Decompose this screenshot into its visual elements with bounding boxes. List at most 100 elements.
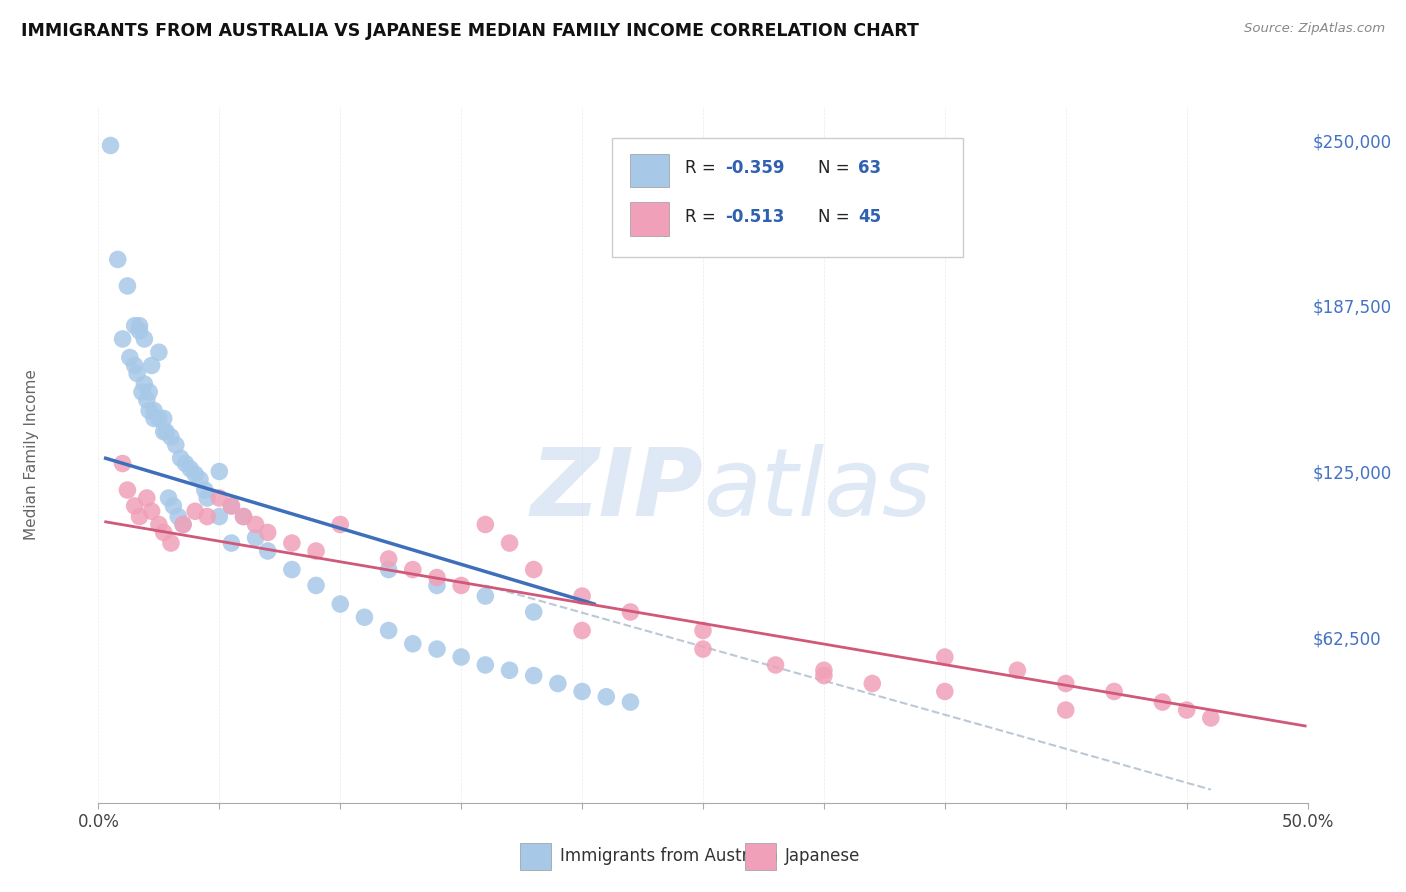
Point — [402, 637, 425, 651]
Point — [128, 509, 150, 524]
Point — [619, 605, 641, 619]
Point — [174, 457, 197, 471]
Point — [426, 642, 449, 657]
Point — [813, 668, 835, 682]
Text: ZIP: ZIP — [530, 443, 703, 536]
Point — [426, 578, 449, 592]
Point — [450, 578, 472, 592]
Point — [107, 252, 129, 267]
Text: N =: N = — [818, 208, 855, 226]
Point — [143, 403, 166, 417]
Point — [353, 610, 375, 624]
Point — [111, 457, 134, 471]
Point — [152, 411, 174, 425]
Text: Median Family Income: Median Family Income — [24, 369, 39, 541]
Point — [184, 467, 207, 482]
Point — [860, 676, 883, 690]
Point — [377, 624, 399, 638]
Point — [208, 491, 231, 505]
Point — [172, 517, 194, 532]
Text: N =: N = — [818, 160, 855, 178]
Point — [167, 509, 190, 524]
Point — [245, 531, 267, 545]
Point — [1152, 695, 1174, 709]
Point — [138, 403, 160, 417]
Point — [155, 425, 177, 439]
Point — [523, 605, 546, 619]
Point — [128, 318, 150, 333]
Point — [232, 509, 254, 524]
Point — [571, 684, 593, 698]
Point — [221, 499, 243, 513]
Text: 63: 63 — [858, 160, 882, 178]
Point — [571, 624, 593, 638]
Point — [377, 552, 399, 566]
Text: -0.359: -0.359 — [724, 160, 785, 178]
Text: Immigrants from Australia: Immigrants from Australia — [560, 847, 778, 865]
Point — [184, 504, 207, 518]
Point — [474, 517, 496, 532]
Point — [221, 499, 243, 513]
Point — [450, 650, 472, 665]
Point — [619, 695, 641, 709]
Point — [232, 509, 254, 524]
Point — [195, 491, 218, 505]
Point — [305, 578, 328, 592]
Point — [160, 536, 183, 550]
Point — [172, 517, 194, 532]
Point — [1054, 703, 1077, 717]
Point — [281, 563, 304, 577]
Point — [1175, 703, 1198, 717]
Point — [765, 657, 787, 672]
Point — [169, 451, 191, 466]
Point — [934, 684, 956, 698]
Text: Japanese: Japanese — [785, 847, 860, 865]
Point — [595, 690, 617, 704]
Text: atlas: atlas — [703, 444, 931, 535]
Point — [179, 462, 201, 476]
Point — [157, 491, 180, 505]
Point — [547, 676, 569, 690]
Point — [1102, 684, 1125, 698]
Point — [402, 563, 425, 577]
Point — [134, 332, 156, 346]
Point — [160, 430, 183, 444]
Point — [131, 384, 153, 399]
Point — [474, 589, 496, 603]
Point — [135, 491, 157, 505]
Text: R =: R = — [685, 208, 721, 226]
FancyBboxPatch shape — [613, 138, 963, 257]
Point — [195, 509, 218, 524]
Point — [1199, 711, 1222, 725]
Point — [138, 384, 160, 399]
Text: -0.513: -0.513 — [724, 208, 785, 226]
Point — [111, 332, 134, 346]
Point — [127, 367, 149, 381]
Point — [148, 517, 170, 532]
FancyBboxPatch shape — [630, 202, 669, 235]
Text: Source: ZipAtlas.com: Source: ZipAtlas.com — [1244, 22, 1385, 36]
Point — [100, 138, 122, 153]
Point — [329, 597, 352, 611]
Point — [143, 411, 166, 425]
Point — [135, 392, 157, 407]
Point — [208, 465, 231, 479]
Point — [934, 650, 956, 665]
Point — [692, 642, 714, 657]
Point — [523, 668, 546, 682]
Point — [498, 663, 520, 677]
Point — [188, 472, 211, 486]
Point — [474, 657, 496, 672]
Point — [813, 663, 835, 677]
Point — [208, 509, 231, 524]
Point — [221, 536, 243, 550]
Point — [426, 570, 449, 584]
Point — [329, 517, 352, 532]
Point — [1054, 676, 1077, 690]
Point — [256, 544, 278, 558]
Text: IMMIGRANTS FROM AUSTRALIA VS JAPANESE MEDIAN FAMILY INCOME CORRELATION CHART: IMMIGRANTS FROM AUSTRALIA VS JAPANESE ME… — [21, 22, 920, 40]
Text: 45: 45 — [858, 208, 882, 226]
Point — [377, 563, 399, 577]
Point — [498, 536, 520, 550]
Point — [148, 411, 170, 425]
